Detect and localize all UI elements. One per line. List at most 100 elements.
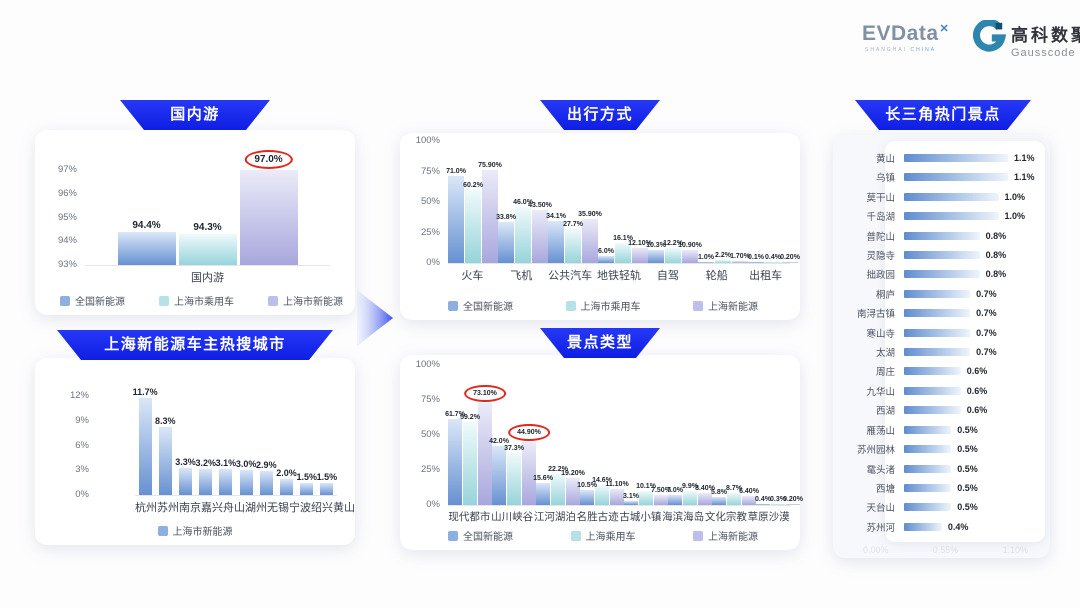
value-label: 2.0% (276, 467, 297, 478)
value-label: 1.0% (698, 253, 714, 261)
plot-area: 11.7% 8.3% 3.3% 3.2% 3.1% 3.0% 2.9% 2.0% 1.5% 1.5… (133, 387, 337, 496)
banner-domestic-travel: 国内游 (120, 100, 270, 130)
evdata-tagline-left: SHANGHAI (865, 47, 908, 53)
category-label: 现代都市 (448, 511, 491, 523)
category-label: 杭州 (135, 502, 157, 514)
bar-ev: 8.40% (695, 485, 715, 505)
hbar-label: 太湖 (875, 348, 895, 360)
banner-hot-cities: 上海新能源车主热搜城市 (57, 330, 333, 360)
hbar-label: 天台山 (866, 503, 895, 515)
legend-swatch (693, 300, 703, 311)
hbar-row: 千岛湖 1.0% (843, 209, 1038, 223)
value-label: 8.3% (155, 415, 176, 426)
hbar-bar (904, 464, 952, 473)
legend: 全国新能源 上海乘用车 上海新能源 (448, 528, 758, 543)
legend-item: 上海新能源 (693, 528, 758, 543)
legend: 上海市新能源 (35, 523, 355, 538)
hbar-row: 九华山 0.6% (843, 384, 1038, 398)
bar-national: 2.9% (256, 460, 277, 495)
category-label: 文化宗教 (704, 511, 747, 523)
y-tick-label: 97% (57, 164, 77, 175)
hbar-row: 黄山 1.1% (843, 151, 1038, 165)
bar-pv: 12.2% (663, 240, 683, 263)
y-tick-label: 3% (75, 464, 89, 476)
legend-swatch (570, 530, 581, 541)
hbar-bar (904, 154, 1008, 162)
bar-group: 3.2% (195, 396, 216, 495)
legend-swatch (159, 295, 169, 306)
value-label: 75.90% (478, 162, 502, 170)
bar-group: 42.0% 37.3% 44.90% (489, 365, 550, 505)
gausscode-text: 高科数聚 Gausscode (1011, 21, 1080, 59)
hbar-bar (904, 173, 1008, 182)
hbar-bar (904, 425, 952, 434)
bar-national: 6.0% (598, 248, 614, 263)
value-label: 43.50% (528, 201, 552, 209)
gausscode-en: Gausscode (1011, 46, 1076, 59)
bar-group: 1.5% (317, 396, 337, 495)
y-tick-label: 100% (415, 135, 440, 146)
y-tick-label: 93% (57, 259, 77, 270)
bar-pv: 10.1% (636, 483, 656, 505)
value-label: 6.40% (739, 488, 759, 496)
hbar-label: 千岛湖 (866, 212, 895, 224)
bar-group: 3.1% 10.1% 7.50% (623, 365, 671, 505)
faint-tick: 0.00% (863, 545, 889, 555)
value-label: 10.5% (577, 482, 597, 490)
value-label: 73.10% (464, 384, 506, 402)
value-label: 1.5% (296, 471, 317, 482)
hbar-row: 太湖 0.7% (843, 345, 1038, 359)
hbar-value: 1.1% (1014, 153, 1035, 163)
bar-national: 1.5% (317, 472, 337, 495)
y-axis: 93% 94% 95% 96% 97% (35, 164, 77, 270)
hbar-value: 0.5% (957, 424, 978, 435)
category-label: 火车 (461, 270, 484, 282)
value-label: 59.2% (460, 414, 480, 422)
hbar-label: 桐庐 (875, 289, 895, 301)
hbar-value: 0.6% (966, 366, 988, 377)
hbar-row: 寒山寺 0.7% (843, 326, 1038, 340)
hbar-value: 0.5% (957, 502, 978, 513)
bar-national: 3.1% (623, 493, 639, 505)
bar-pv: 9.9% (682, 483, 698, 505)
legend-swatch (693, 530, 703, 541)
category-label: 古城小镇 (619, 511, 662, 523)
hbar-row: 莫干山 1.0% (843, 190, 1038, 204)
y-tick-label: 75% (420, 394, 440, 405)
legend-swatch (157, 525, 168, 536)
legend-item: 上海乘用车 (570, 528, 636, 543)
category-label: 江河湖泊 (533, 511, 576, 523)
bar-group: 1.0% 2.2% 1.70% (698, 141, 750, 263)
banner-travel-modes: 出行方式 (540, 100, 660, 130)
y-tick-label: 25% (420, 464, 440, 475)
legend-swatch (268, 295, 278, 306)
bar-national: 3.0% (236, 459, 256, 495)
legend-swatch (448, 300, 458, 311)
bar-national: 3.2% (195, 458, 216, 495)
value-label: 37.3% (504, 444, 524, 452)
bar-national: 61.7% (445, 411, 465, 505)
gausscode-logo: 高科数聚 Gausscode (972, 19, 1080, 59)
value-label: 1.5% (316, 471, 338, 482)
category-label: 公共汽车 (548, 270, 593, 282)
bar-ev: 19.20% (561, 470, 585, 505)
value-label: 12.2% (663, 240, 683, 248)
bar-ev: 97.0% (239, 150, 298, 265)
bar-ev: 44.90% (508, 424, 550, 505)
bar-pv: 27.7% (563, 221, 583, 263)
category-label: 国内游 (191, 272, 224, 284)
hbar-bar (904, 289, 971, 298)
legend: 全国新能源 上海市乘用车 上海市新能源 (60, 293, 343, 308)
y-tick-label: 0% (75, 489, 89, 500)
value-label: 7.50% (651, 486, 671, 494)
legend-swatch (565, 300, 576, 311)
legend-item: 全国新能源 (448, 298, 513, 313)
hbar-bar (904, 192, 999, 201)
value-label: 7.0% (667, 487, 683, 495)
bar-national: 11.7% (133, 387, 158, 495)
bar-group: 94.4% 94.3% 97.0% (85, 150, 330, 265)
hbar-label: 苏州园林 (856, 445, 895, 457)
bar-ev: 12.10% (628, 240, 652, 263)
bar-ev: 7.50% (651, 487, 671, 505)
y-tick-label: 6% (75, 439, 89, 451)
